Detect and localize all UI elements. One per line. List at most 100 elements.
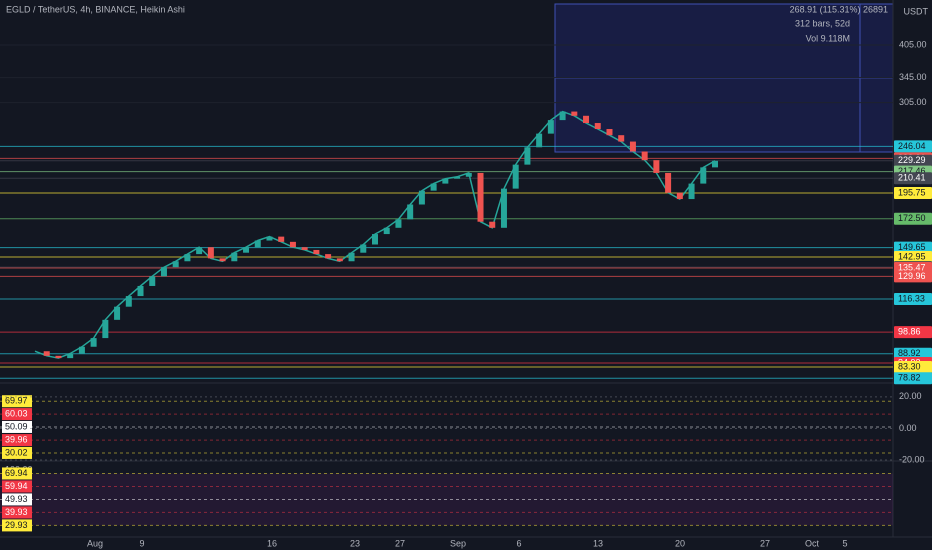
candle (700, 167, 707, 184)
price-label: 142.95 (898, 251, 926, 261)
candle (489, 221, 496, 228)
candle (348, 252, 355, 262)
candle (360, 244, 367, 253)
price-label: 116.33 (898, 293, 925, 303)
price-unit: USDT (904, 6, 929, 16)
candle (454, 176, 461, 179)
candle (559, 111, 566, 121)
measure-text: Vol 9.118M (806, 33, 850, 43)
price-label: 135.47 (898, 262, 926, 272)
candle (125, 296, 132, 307)
candle (278, 236, 285, 242)
price-label: 78.82 (898, 373, 921, 383)
price-label-bg (894, 292, 932, 305)
candle (67, 353, 74, 359)
price-tick-label: 305.00 (899, 97, 927, 107)
symbol-title: EGLD / TetherUS, 4h, BINANCE, Heikin Ash… (6, 4, 185, 14)
time-label: 27 (395, 538, 405, 548)
candle (418, 190, 425, 205)
time-label: 16 (267, 538, 277, 548)
candle (207, 247, 214, 259)
candle (231, 252, 238, 262)
price-label-bg (894, 172, 932, 185)
candle (629, 141, 636, 152)
osc-tick-label: 20.00 (899, 391, 922, 401)
price-label: 88.92 (898, 348, 921, 358)
candle (114, 306, 121, 320)
time-label: 13 (593, 538, 603, 548)
candle (512, 164, 519, 189)
candle (571, 111, 578, 116)
price-tick-label: 405.00 (899, 39, 927, 49)
candle (301, 247, 308, 250)
osc-label-bg (2, 467, 32, 480)
price-label-bg (894, 241, 932, 254)
candle (160, 267, 167, 277)
candle (442, 178, 449, 184)
price-label: 98.86 (898, 326, 921, 336)
time-label: Oct (805, 538, 820, 548)
candle (184, 254, 191, 262)
osc-label: 49.93 (5, 494, 28, 504)
time-label: 5 (842, 538, 847, 548)
osc-label-bg (2, 434, 32, 447)
candle (594, 123, 601, 130)
candle (325, 254, 332, 259)
candle (477, 172, 484, 222)
candle (676, 192, 683, 200)
osc-label-bg (2, 506, 32, 519)
price-label-bg (894, 251, 932, 264)
osc-label-bg (2, 519, 32, 532)
candle (536, 133, 543, 148)
price-label: 229.29 (898, 155, 926, 165)
price-label-bg (894, 372, 932, 385)
time-label: Sep (450, 538, 466, 548)
candle (395, 219, 402, 228)
candle (172, 261, 179, 268)
price-label-bg (894, 140, 932, 153)
candle (583, 115, 590, 124)
osc-tick-label: 0.00 (899, 423, 917, 433)
candle (547, 120, 554, 134)
osc-label: 69.97 (5, 396, 28, 406)
osc-label: 39.93 (5, 507, 28, 517)
osc-label: 50.09 (5, 421, 28, 431)
candle (137, 285, 144, 297)
osc-label: 29.93 (5, 520, 28, 530)
osc-label: 60.03 (5, 408, 28, 418)
osc-label-bg (2, 408, 32, 421)
candle (289, 241, 296, 248)
osc-label-bg (2, 420, 32, 433)
candle (196, 247, 203, 255)
candle (606, 129, 613, 136)
price-label: 210.41 (898, 173, 926, 183)
candle (254, 240, 261, 248)
candle (524, 147, 531, 165)
candle (90, 338, 97, 347)
osc-label-bg (2, 493, 32, 506)
time-label: 27 (760, 538, 770, 548)
osc-label-bg (2, 395, 32, 408)
time-label: 6 (516, 538, 521, 548)
price-label: 172.50 (898, 213, 926, 223)
candle (383, 227, 390, 235)
time-label: 9 (139, 538, 144, 548)
candle (641, 151, 648, 161)
candle (78, 346, 85, 354)
candle (149, 276, 156, 286)
price-label: 195.75 (898, 187, 926, 197)
price-label: 83.30 (898, 361, 921, 371)
price-label-bg (894, 326, 932, 339)
osc-label: 69.94 (5, 468, 28, 478)
price-label-bg (894, 154, 932, 167)
price-label-bg (894, 360, 932, 373)
candle (243, 247, 250, 253)
price-tick-label: 345.00 (899, 72, 927, 82)
candle (313, 249, 320, 255)
candle (500, 188, 507, 228)
price-label: 246.04 (898, 141, 926, 151)
measure-text: 312 bars, 52d (795, 18, 850, 28)
candle (372, 234, 378, 245)
candle (102, 319, 109, 339)
